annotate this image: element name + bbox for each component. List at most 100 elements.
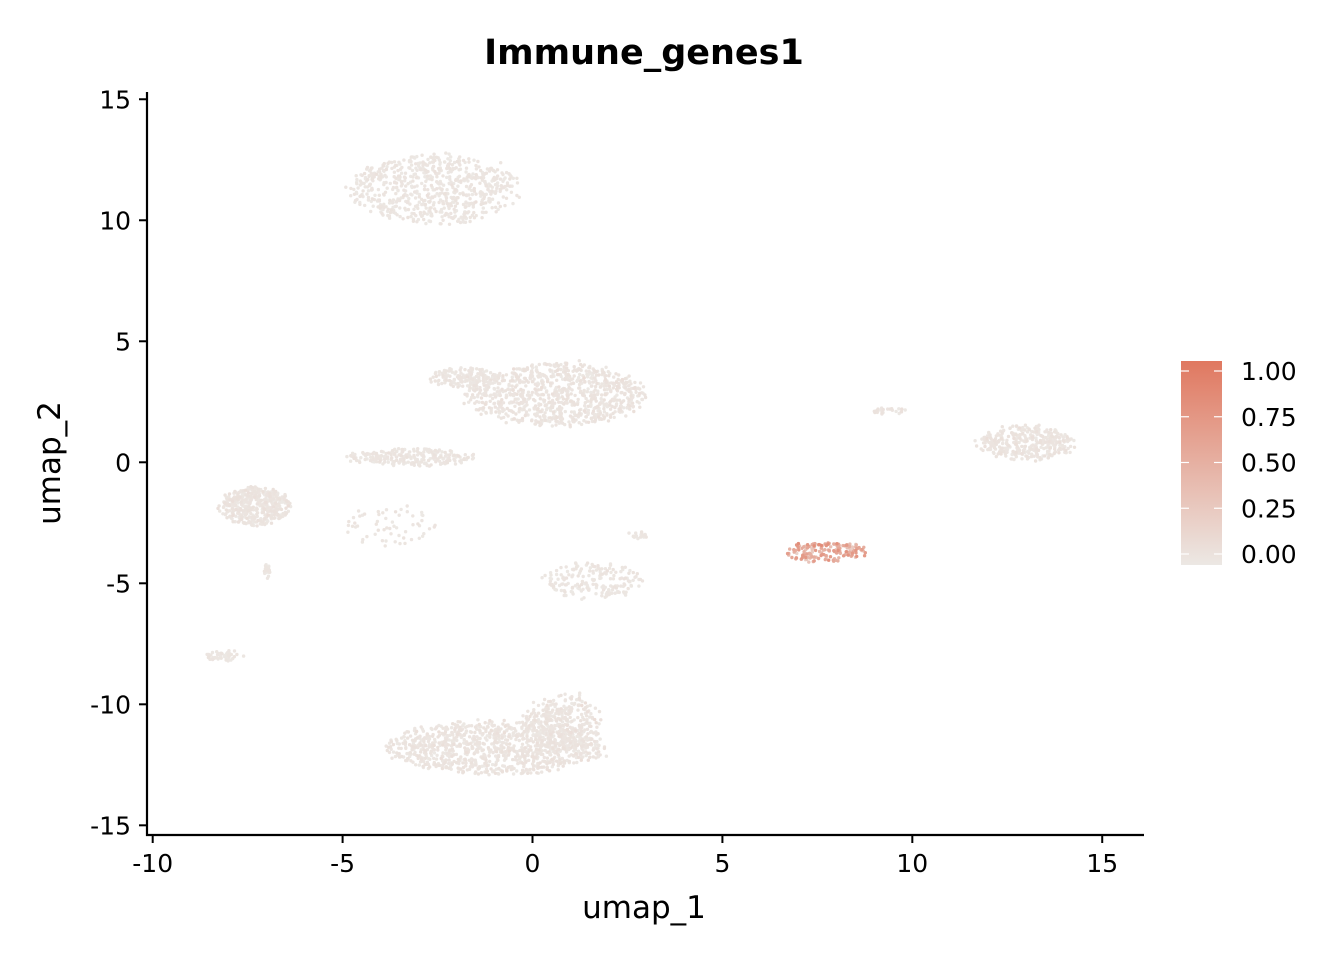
data-point xyxy=(474,200,478,204)
data-point xyxy=(443,192,447,196)
data-point xyxy=(448,733,452,737)
data-point xyxy=(403,179,407,183)
data-point xyxy=(502,764,507,768)
data-point xyxy=(573,393,577,398)
data-point xyxy=(558,758,562,762)
data-point xyxy=(445,461,450,465)
data-point xyxy=(566,369,570,373)
data-point xyxy=(557,388,562,392)
data-point xyxy=(463,392,467,396)
data-point xyxy=(529,364,534,368)
data-point xyxy=(486,380,491,384)
data-point xyxy=(464,761,468,765)
data-point xyxy=(437,730,441,734)
data-point xyxy=(510,726,514,730)
data-point xyxy=(435,180,439,184)
data-point xyxy=(999,437,1004,441)
data-point xyxy=(500,398,504,402)
data-point xyxy=(795,551,799,556)
data-point xyxy=(422,187,427,192)
data-point xyxy=(482,196,486,201)
data-point xyxy=(606,419,611,423)
data-point xyxy=(445,733,449,738)
data-point xyxy=(517,738,521,743)
data-point xyxy=(236,520,241,524)
data-point xyxy=(453,188,457,192)
data-point xyxy=(397,742,401,746)
colorbar-label: 0.00 xyxy=(1241,540,1297,569)
data-point xyxy=(386,745,391,749)
data-point xyxy=(276,512,280,517)
data-point xyxy=(557,725,562,729)
data-point xyxy=(487,169,492,173)
data-point xyxy=(436,382,441,387)
data-point xyxy=(586,751,590,755)
data-point xyxy=(481,206,485,210)
data-point xyxy=(1017,426,1022,430)
data-point xyxy=(422,740,426,744)
data-point xyxy=(459,755,463,759)
data-point xyxy=(603,403,607,407)
data-point xyxy=(366,189,371,193)
data-point xyxy=(421,199,426,203)
data-point xyxy=(498,400,502,405)
data-point xyxy=(565,397,569,401)
data-point xyxy=(823,548,827,552)
data-point xyxy=(578,691,582,695)
data-point xyxy=(576,397,580,402)
data-point xyxy=(553,581,558,585)
data-point xyxy=(467,157,471,161)
data-point xyxy=(424,447,428,451)
data-point xyxy=(1014,450,1018,455)
data-point xyxy=(433,158,437,163)
data-point xyxy=(604,754,609,758)
data-point xyxy=(1029,447,1034,451)
data-point xyxy=(441,218,445,222)
data-point xyxy=(428,377,433,381)
data-point xyxy=(531,759,536,763)
data-point xyxy=(402,457,406,462)
data-point xyxy=(243,513,248,517)
data-point xyxy=(507,382,511,387)
data-point xyxy=(464,729,469,733)
data-point xyxy=(577,421,581,425)
data-point xyxy=(555,741,559,746)
data-point xyxy=(555,415,559,419)
data-point xyxy=(374,522,378,526)
data-point xyxy=(399,754,404,759)
data-point xyxy=(350,524,355,528)
data-point xyxy=(465,375,470,379)
data-point xyxy=(562,387,566,391)
data-point xyxy=(598,570,602,574)
data-point xyxy=(356,186,360,190)
data-point xyxy=(602,398,606,402)
data-point xyxy=(415,168,419,172)
data-point xyxy=(983,441,987,445)
data-point xyxy=(496,407,500,411)
data-point xyxy=(359,456,363,460)
data-point xyxy=(349,186,353,191)
data-point xyxy=(604,384,608,388)
data-point xyxy=(554,759,559,763)
data-point xyxy=(592,564,597,569)
data-point xyxy=(596,404,600,408)
data-point xyxy=(490,189,494,193)
data-point xyxy=(614,380,619,384)
data-point xyxy=(447,215,451,219)
data-point xyxy=(249,495,253,499)
data-point xyxy=(588,703,592,708)
data-point xyxy=(399,746,403,751)
data-point xyxy=(540,385,544,390)
data-point xyxy=(482,393,487,397)
data-point xyxy=(514,374,518,379)
data-point xyxy=(447,453,452,457)
data-point xyxy=(519,387,523,392)
data-point xyxy=(243,521,247,525)
data-point xyxy=(401,449,405,453)
data-point xyxy=(471,758,475,762)
data-point xyxy=(1046,433,1051,438)
data-point xyxy=(571,592,575,596)
data-point xyxy=(284,506,288,510)
data-point xyxy=(440,187,444,191)
data-point xyxy=(227,492,232,496)
